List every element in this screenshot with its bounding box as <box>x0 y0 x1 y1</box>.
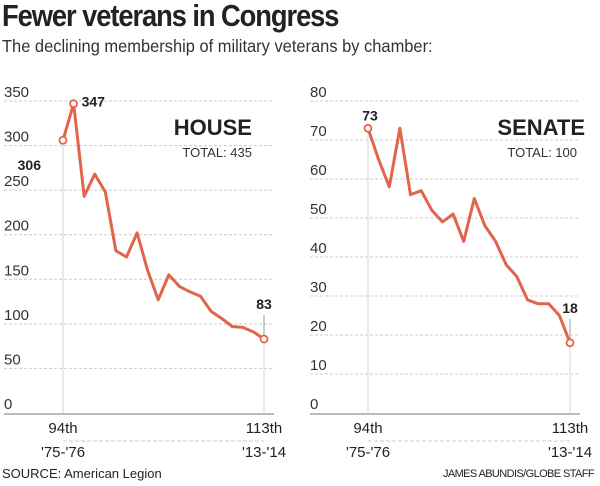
senate-point-marker <box>363 123 373 133</box>
house-point-marker <box>69 99 78 109</box>
senate-panel-total: TOTAL: 100 <box>507 145 577 160</box>
house-x-tick-years: '13-'14 <box>242 444 286 461</box>
house-x-tick-label: 94th <box>48 420 77 437</box>
senate-x-tick-label: 94th <box>353 420 382 437</box>
house-y-tick-label: 100 <box>4 307 29 324</box>
house-data-label: 347 <box>82 94 106 110</box>
house-y-tick-label: 50 <box>4 351 21 368</box>
senate-series-line <box>366 126 572 345</box>
senate-y-tick-label: 20 <box>310 318 327 335</box>
senate-y-tick-label: 0 <box>310 396 318 413</box>
senate-y-tick-label: 30 <box>310 279 327 296</box>
senate-x-tick-years: '75-'76 <box>346 444 390 461</box>
house-panel-title: HOUSE <box>174 115 252 140</box>
senate-y-tick-label: 70 <box>310 123 327 140</box>
chart-subtitle: The declining membership of military vet… <box>2 36 433 56</box>
senate-y-tick-label: 10 <box>310 357 327 374</box>
senate-panel-title: SENATE <box>497 115 585 140</box>
senate-y-tick-label: 40 <box>310 240 327 257</box>
house-point-marker <box>58 135 68 145</box>
house-y-tick-label: 150 <box>4 262 29 279</box>
senate-y-tick-label: 50 <box>310 201 327 218</box>
house-y-tick-label: 300 <box>4 129 29 146</box>
credit-note: JAMES ABUNDIS/GLOBE STAFF <box>442 468 595 480</box>
source-note: SOURCE: American Legion <box>2 466 162 481</box>
house-x-tick-label: 113th <box>246 420 282 437</box>
senate-data-label: 18 <box>562 300 578 316</box>
house-y-tick-label: 200 <box>4 218 29 235</box>
house-y-tick-label: 350 <box>4 84 29 101</box>
house-x-tick-years: '75-'76 <box>41 444 85 461</box>
senate-point-marker <box>565 338 575 348</box>
house-point-marker <box>259 334 269 344</box>
house-panel-total: TOTAL: 435 <box>182 145 252 160</box>
house-y-tick-label: 0 <box>4 396 12 413</box>
senate-y-tick-label: 80 <box>310 84 327 101</box>
house-data-label: 306 <box>18 157 42 173</box>
house-data-label: 83 <box>256 296 272 312</box>
senate-x-tick-label: 113th <box>552 420 588 437</box>
house-y-tick-label: 250 <box>4 173 29 190</box>
senate-y-tick-label: 60 <box>310 162 327 179</box>
house-series-line <box>61 102 266 341</box>
senate-data-label: 73 <box>362 107 378 123</box>
senate-x-tick-years: '13-'14 <box>548 444 592 461</box>
chart-title: Fewer veterans in Congress <box>2 0 339 33</box>
